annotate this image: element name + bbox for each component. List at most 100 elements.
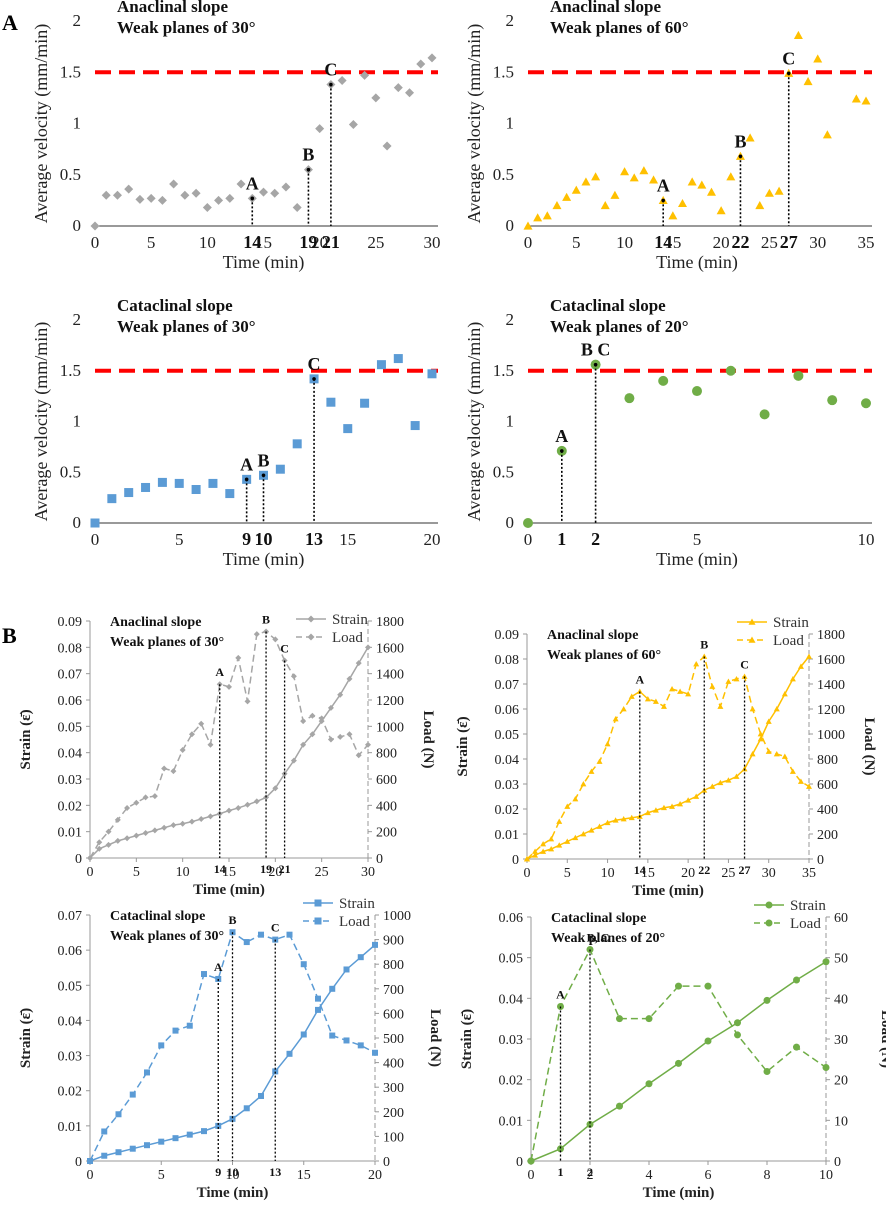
data-point xyxy=(628,814,635,821)
y-tick-label: 0.05 xyxy=(58,720,83,735)
x-tick-label: 30 xyxy=(809,233,826,252)
data-point xyxy=(658,375,669,386)
data-point xyxy=(170,822,177,829)
data-point xyxy=(793,30,803,39)
data-point xyxy=(639,166,649,175)
y-tick-label: 1.5 xyxy=(493,361,514,380)
data-point xyxy=(645,1015,653,1023)
y-tick-label: 0.01 xyxy=(58,826,83,841)
legend-label: Load xyxy=(790,916,821,932)
data-point xyxy=(644,809,651,816)
y-tick-label: 1 xyxy=(506,412,515,431)
x-tick-label: 0 xyxy=(91,233,100,252)
data-point xyxy=(797,663,804,669)
x-tick-label: 0 xyxy=(524,530,533,549)
data-point xyxy=(745,133,755,142)
x-axis-label: Time (min) xyxy=(193,882,265,898)
event-tick: 22 xyxy=(731,232,749,252)
data-point xyxy=(112,190,122,200)
data-point xyxy=(300,741,307,748)
y-tick-label: 1 xyxy=(73,114,82,133)
event-tick: 9 xyxy=(215,1165,221,1179)
y2-tick-label: 0 xyxy=(817,853,824,868)
data-point xyxy=(734,1019,741,1027)
y-tick-label: 1.5 xyxy=(493,62,514,81)
y2-tick-label: 1000 xyxy=(817,728,845,743)
data-point xyxy=(315,124,325,134)
y-tick-label: 0.02 xyxy=(58,799,83,814)
x-tick-label: 8 xyxy=(764,1168,771,1183)
data-point xyxy=(773,751,780,757)
y2-tick-label: 10 xyxy=(834,1114,848,1129)
data-point xyxy=(416,59,426,69)
data-point xyxy=(427,53,437,63)
y-axis-label: Average velocity (mm/min) xyxy=(464,322,485,522)
data-point xyxy=(272,1068,279,1075)
data-point xyxy=(258,931,264,938)
y2-tick-label: 500 xyxy=(383,1032,404,1047)
data-point xyxy=(701,653,708,659)
event-label: A xyxy=(555,426,568,446)
data-point xyxy=(96,839,103,846)
x-tick-label: 20 xyxy=(311,233,328,252)
x-tick-label: 15 xyxy=(664,233,681,252)
data-point xyxy=(292,203,302,213)
chart-a4: 0 0.5 1 1.5 2 0 5 10 Time (min) Average velocity … xyxy=(464,296,875,570)
data-point xyxy=(806,653,812,659)
event-label: B xyxy=(257,450,269,470)
data-point xyxy=(704,982,712,990)
y-tick-label: 0.07 xyxy=(58,668,83,683)
event-label: A xyxy=(657,175,670,195)
y-tick-label: 2 xyxy=(73,310,82,329)
data-point xyxy=(685,797,692,803)
x-tick-label: 10 xyxy=(199,233,216,252)
data-point xyxy=(764,188,774,197)
legend-label: Strain xyxy=(339,896,375,912)
event-label: A xyxy=(240,454,253,474)
data-point xyxy=(343,966,350,973)
y-axis-label: Average velocity (mm/min) xyxy=(464,24,485,224)
data-point xyxy=(393,354,403,364)
x-tick-label: 15 xyxy=(297,1168,311,1183)
y-tick-label: 0 xyxy=(512,853,519,868)
y2-tick-label: 1000 xyxy=(383,909,411,924)
chart-title-line2: Weak planes of 30° xyxy=(110,929,224,944)
data-point xyxy=(620,167,630,176)
data-point xyxy=(704,1037,712,1045)
data-point xyxy=(548,846,555,852)
data-point xyxy=(527,1157,535,1165)
chart-title-line1: Anaclinal slope xyxy=(550,0,661,16)
chart-title-line1: Cataclinal slope xyxy=(117,296,233,315)
legend-marker xyxy=(765,919,773,927)
event-label: C xyxy=(740,658,749,672)
data-point xyxy=(151,827,158,834)
chart-title-line2: Weak planes of 30° xyxy=(110,635,224,650)
y2-tick-label: 700 xyxy=(383,983,404,998)
data-point xyxy=(292,439,302,449)
data-point xyxy=(581,177,591,186)
x-tick-label: 0 xyxy=(528,1168,535,1183)
x-tick-label: 4 xyxy=(646,1168,653,1183)
y-axis-label: Average velocity (mm/min) xyxy=(31,24,52,224)
legend-label: Strain xyxy=(773,615,809,631)
data-point xyxy=(548,836,555,842)
data-point xyxy=(677,801,684,807)
data-point xyxy=(427,369,437,379)
data-point xyxy=(726,172,736,181)
x-tick-label: 10 xyxy=(601,866,615,881)
x-tick-label: 30 xyxy=(424,233,441,252)
x-axis-label: Time (min) xyxy=(656,252,738,273)
x-tick-label: 5 xyxy=(158,1168,165,1183)
y-tick-label: 0.08 xyxy=(495,653,520,668)
y2-tick-label: 300 xyxy=(383,1081,404,1096)
data-point xyxy=(741,673,748,679)
data-point xyxy=(781,753,788,759)
data-point xyxy=(236,179,246,189)
data-point xyxy=(107,494,117,504)
data-point xyxy=(660,703,667,709)
data-point xyxy=(114,837,121,844)
data-point xyxy=(668,211,678,220)
event-tick: 2 xyxy=(587,1165,593,1179)
data-point xyxy=(757,736,764,742)
